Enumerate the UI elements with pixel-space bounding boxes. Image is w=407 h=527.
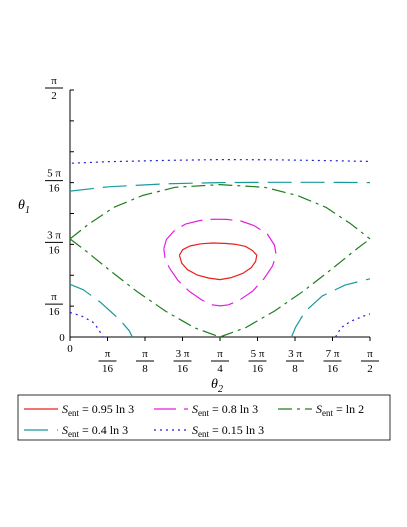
- axes: [69, 90, 370, 338]
- y-tick-label-2: 3 π16: [45, 229, 63, 256]
- legend-entry-0: Sent = 0.95 ln 3: [24, 402, 134, 418]
- axis-labels: θ2 θ1: [18, 198, 223, 395]
- contour-line-3-1: [290, 278, 371, 338]
- y-tick-label-2-numerator: 3 π: [47, 229, 61, 241]
- series-3: [69, 181, 371, 338]
- contour-line-3-0: [69, 283, 133, 338]
- legend-label-1: Sent = 0.8 ln 3: [192, 402, 258, 418]
- y-tick-label-3-denominator: 16: [49, 183, 61, 195]
- x-tick-label-2: π8: [136, 348, 154, 375]
- x-tick-label-4: π4: [211, 348, 229, 375]
- legend: Sent = 0.95 ln 3 Sent = 0.8 ln 3 Sent = ln…: [17, 394, 391, 441]
- y-tick-label-1: π 16: [45, 291, 63, 318]
- y-tick-label-4-numerator: π: [51, 75, 57, 87]
- y-tick-label-4: π2: [45, 75, 63, 102]
- legend-entry-4: Sent = 0.15 ln 3: [154, 423, 264, 439]
- x-tick-label-5: 5 π16: [248, 348, 267, 375]
- series-0: [178, 242, 258, 281]
- contour-line-4-1: [334, 313, 371, 338]
- y-tick-label-3-numerator: 5 π: [47, 168, 61, 180]
- x-tick-label-7-numerator: 7 π: [326, 348, 340, 360]
- x-tick-label-1: π 16: [98, 348, 117, 375]
- x-tick-label-4-denominator: 4: [217, 363, 223, 375]
- x-tick-label-3: 3 π16: [173, 348, 192, 375]
- contour-line-4-0: [69, 311, 104, 338]
- x-tick-label-6-denominator: 8: [292, 363, 298, 375]
- contour-line-2-0: [69, 238, 221, 338]
- x-axis-label: θ2: [211, 377, 223, 395]
- y-tick-label-2-denominator: 16: [49, 244, 61, 256]
- legend-entry-2: Sent = ln 2: [278, 402, 364, 418]
- x-tick-label-0: 0: [67, 343, 73, 355]
- legend-label-0: Sent = 0.95 ln 3: [62, 402, 134, 418]
- x-tick-label-7-denominator: 16: [327, 363, 339, 375]
- contour-line-2-2: [69, 184, 371, 240]
- contour-line-4-2: [71, 159, 368, 164]
- x-tick-label-4-numerator: π: [217, 348, 223, 360]
- x-tick-label-2-numerator: π: [142, 348, 148, 360]
- contour-line-0-0: [178, 242, 258, 281]
- x-tick-label-2-denominator: 8: [142, 363, 148, 375]
- y-tick-label-4-denominator: 2: [51, 90, 57, 102]
- contour-line-1-0: [163, 218, 277, 307]
- x-tick-label-7: 7 π16: [323, 348, 342, 375]
- y-tick-label-3: 5 π16: [45, 168, 63, 195]
- x-tick-label-8-numerator: π: [367, 348, 373, 360]
- x-tick-label-5-numerator: 5 π: [251, 348, 265, 360]
- x-tick-label-8: π2: [361, 348, 379, 375]
- x-tick-label-5-denominator: 16: [252, 363, 264, 375]
- x-tick-label-3-numerator: 3 π: [176, 348, 190, 360]
- legend-box: [17, 394, 391, 441]
- x-tick-label-1-numerator: π: [105, 348, 111, 360]
- legend-label-3: Sent = 0.4 ln 3: [62, 423, 128, 439]
- y-tick-label-1-denominator: 16: [49, 306, 61, 318]
- x-tick-label-1-denominator: 16: [102, 363, 114, 375]
- x-tick-label-6: 3 π8: [286, 348, 304, 375]
- series-2: [69, 184, 371, 338]
- y-tick-label-1-numerator: π: [51, 291, 57, 303]
- legend-label-2: Sent = ln 2: [316, 402, 364, 418]
- contour-line-2-1: [219, 238, 371, 338]
- legend-entry-3: Sent = 0.4 ln 3: [24, 423, 128, 439]
- y-tick-label-0: 0: [59, 332, 65, 344]
- y-axis-label: θ1: [18, 198, 30, 216]
- contour-curves: [69, 159, 371, 338]
- legend-label-4: Sent = 0.15 ln 3: [192, 423, 264, 439]
- x-tick-label-8-denominator: 2: [367, 363, 373, 375]
- legend-entry-1: Sent = 0.8 ln 3: [154, 402, 258, 418]
- series-1: [163, 218, 277, 307]
- x-tick-label-6-numerator: 3 π: [288, 348, 302, 360]
- contour-line-3-2: [69, 181, 371, 192]
- x-tick-label-3-denominator: 16: [177, 363, 189, 375]
- series-4: [69, 159, 371, 338]
